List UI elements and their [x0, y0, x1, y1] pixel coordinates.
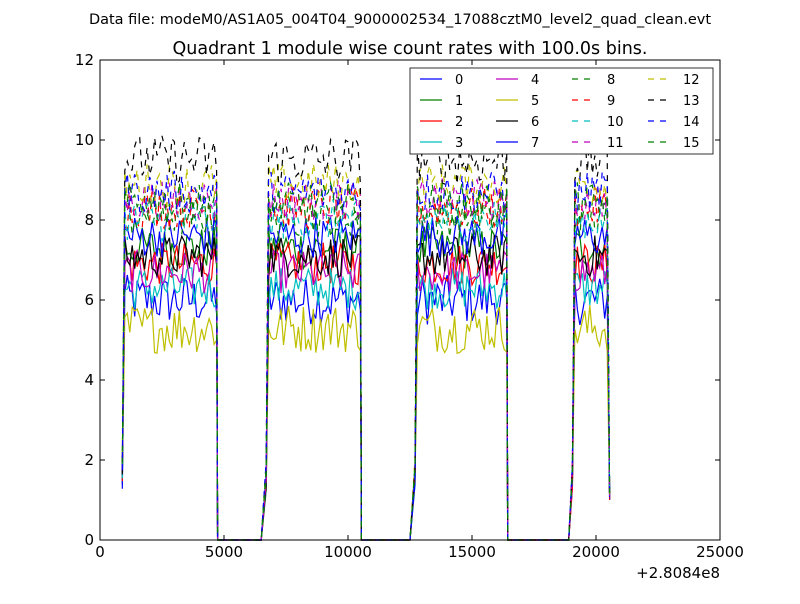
y-tick-label: 10 [75, 131, 94, 149]
legend-label-15: 15 [683, 136, 700, 151]
legend-label-4: 4 [531, 73, 539, 88]
series-line-6 [121, 234, 611, 541]
legend-label-10: 10 [607, 115, 624, 130]
legend-label-9: 9 [607, 94, 615, 109]
x-offset-label: +2.8084e8 [636, 564, 720, 582]
series-line-5 [121, 305, 611, 541]
legend-label-7: 7 [531, 136, 539, 151]
series-line-15 [121, 180, 611, 541]
legend-label-2: 2 [455, 115, 463, 130]
y-tick-label: 6 [84, 291, 94, 309]
legend-label-0: 0 [455, 73, 463, 88]
y-tick-label: 4 [84, 371, 94, 389]
series-line-8 [121, 194, 611, 541]
legend-label-11: 11 [607, 136, 624, 151]
x-tick-label: 15000 [448, 543, 496, 561]
legend-label-13: 13 [683, 94, 700, 109]
legend-label-3: 3 [455, 136, 463, 151]
series-line-14 [121, 169, 611, 541]
y-tick-label: 8 [84, 211, 94, 229]
legend-label-8: 8 [607, 73, 615, 88]
x-tick-label: 5000 [205, 543, 243, 561]
legend-label-6: 6 [531, 115, 539, 130]
series-line-9 [121, 185, 611, 541]
x-tick-label: 20000 [572, 543, 620, 561]
x-tick-label: 25000 [696, 543, 744, 561]
series-line-11 [121, 177, 611, 541]
plot-lines [121, 132, 611, 541]
legend-label-1: 1 [455, 94, 463, 109]
y-tick-label: 0 [84, 531, 94, 549]
legend-label-14: 14 [683, 115, 700, 130]
series-line-7 [121, 214, 611, 541]
x-tick-label: 0 [95, 543, 105, 561]
legend-label-5: 5 [531, 94, 539, 109]
chart-title: Quadrant 1 module wise count rates with … [173, 39, 648, 59]
legend-label-12: 12 [683, 73, 700, 88]
y-tick-label: 2 [84, 451, 94, 469]
series-line-10 [121, 197, 611, 541]
series-line-13 [121, 132, 611, 541]
legend-box [409, 67, 714, 155]
x-tick-label: 10000 [324, 543, 372, 561]
series-line-0 [121, 274, 611, 541]
series-line-3 [121, 265, 611, 541]
suptitle: Data file: modeM0/AS1A05_004T04_90000025… [89, 12, 711, 28]
y-tick-label: 12 [75, 51, 94, 69]
